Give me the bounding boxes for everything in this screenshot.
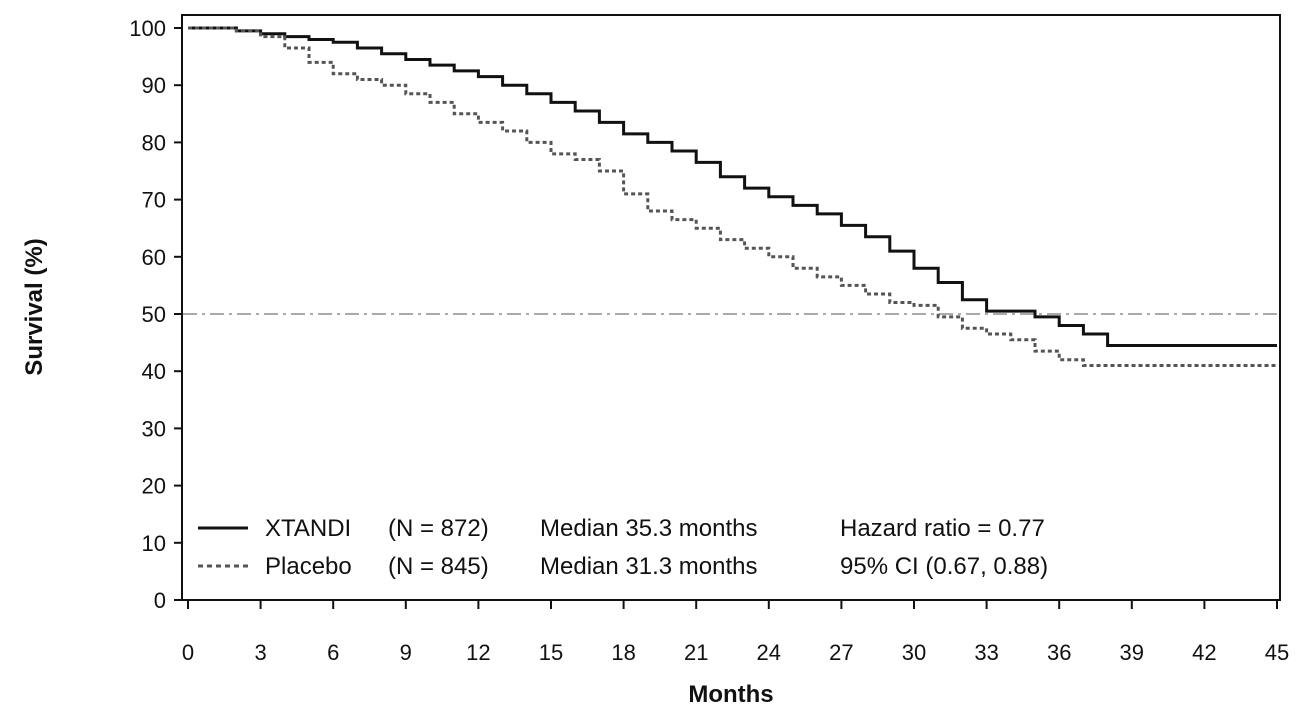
x-axis: 0 3 6 9 12 15 18 21 24 27 30 33 36 39 42 45: [182, 600, 1289, 665]
legend-median-placebo: Median 31.3 months: [540, 553, 757, 580]
x-tick-label: 27: [829, 640, 853, 665]
y-axis: 0 10 20 30 40 50 60 70 80 90 100: [129, 16, 182, 613]
x-tick-label: 45: [1265, 640, 1289, 665]
y-tick-label: 60: [142, 245, 166, 270]
x-tick-label: 15: [539, 640, 563, 665]
x-tick-label: 33: [974, 640, 998, 665]
x-axis-title: Months: [688, 681, 773, 708]
x-tick-label: 6: [327, 640, 339, 665]
x-tick-label: 0: [182, 640, 194, 665]
y-tick-label: 0: [154, 588, 166, 613]
x-tick-label: 30: [902, 640, 926, 665]
series-layer: [188, 26, 1277, 367]
x-tick-label: 9: [400, 640, 412, 665]
x-tick-label: 21: [684, 640, 708, 665]
legend: XTANDI (N = 872) Median 35.3 months Haza…: [198, 515, 1048, 580]
y-tick-label: 40: [142, 359, 166, 384]
y-tick-label: 80: [142, 130, 166, 155]
x-tick-label: 12: [466, 640, 490, 665]
x-tick-label: 36: [1047, 640, 1071, 665]
legend-name-xtandi: XTANDI: [265, 515, 351, 542]
y-tick-label: 70: [142, 188, 166, 213]
y-axis-title: Survival (%): [21, 238, 48, 375]
legend-median-xtandi: Median 35.3 months: [540, 515, 757, 542]
plot-frame: [181, 14, 1281, 601]
y-tick-label: 10: [142, 531, 166, 556]
legend-n-xtandi: (N = 872): [388, 515, 489, 542]
legend-n-placebo: (N = 845): [388, 553, 489, 580]
x-tick-label: 18: [611, 640, 635, 665]
legend-stat-ci: 95% CI (0.67, 0.88): [840, 553, 1048, 580]
x-tick-label: 42: [1192, 640, 1216, 665]
series-line-xtandi: [188, 26, 1277, 347]
x-tick-label: 24: [757, 640, 781, 665]
x-tick-label: 3: [254, 640, 266, 665]
legend-name-placebo: Placebo: [265, 553, 352, 580]
y-tick-label: 100: [129, 16, 166, 41]
legend-stat-hazard: Hazard ratio = 0.77: [840, 515, 1045, 542]
y-tick-label: 50: [142, 302, 166, 327]
y-tick-label: 20: [142, 474, 166, 499]
y-tick-label: 30: [142, 416, 166, 441]
series-line-placebo: [188, 26, 1277, 367]
x-tick-label: 39: [1120, 640, 1144, 665]
y-tick-label: 90: [142, 73, 166, 98]
